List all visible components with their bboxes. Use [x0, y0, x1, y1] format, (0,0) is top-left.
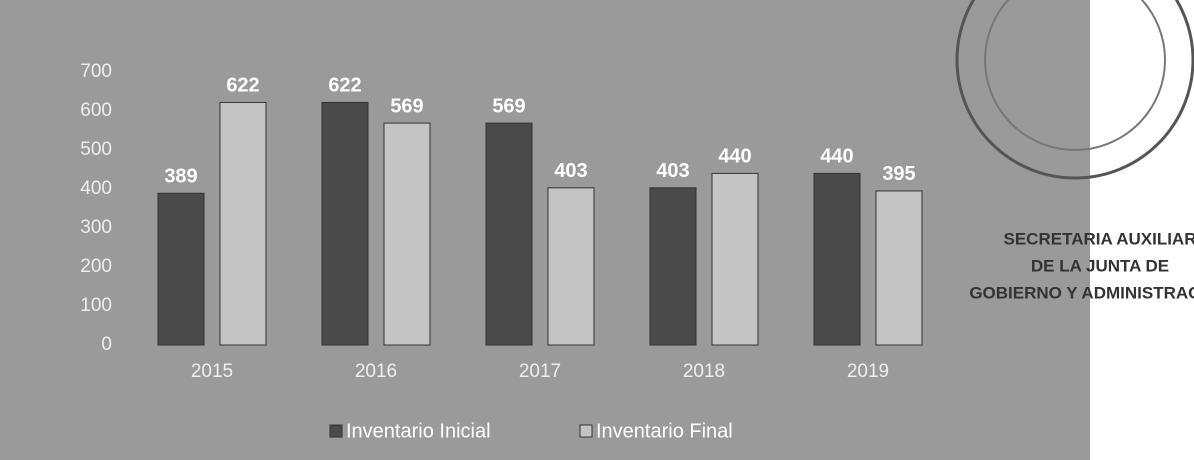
y-tick-label: 500	[80, 139, 112, 160]
bar	[548, 188, 594, 345]
y-tick-label: 600	[80, 100, 112, 121]
value-label: 569	[492, 95, 525, 117]
bar	[712, 173, 758, 345]
y-tick-label: 400	[80, 178, 112, 199]
stamp-line: SECRETARIA AUXILIAR	[1004, 229, 1194, 248]
value-label: 403	[554, 160, 587, 182]
bar	[650, 188, 696, 345]
x-tick-label: 2017	[519, 361, 561, 382]
bar	[158, 193, 204, 345]
bar	[876, 191, 922, 345]
value-label: 440	[718, 146, 751, 168]
value-label: 622	[328, 75, 361, 97]
legend-label: Inventario Inicial	[346, 420, 491, 442]
value-label: 395	[882, 163, 915, 185]
x-tick-label: 2015	[191, 361, 233, 382]
x-tick-label: 2019	[847, 361, 889, 382]
y-tick-label: 200	[80, 256, 112, 277]
bar	[220, 102, 266, 345]
value-label: 622	[226, 75, 259, 97]
chart: SECRETARIA AUXILIAR DE LA JUNTA DE GOBIERN…	[0, 0, 1194, 460]
value-label: 403	[656, 160, 689, 182]
legend-swatch	[580, 425, 592, 437]
x-tick-label: 2016	[355, 361, 397, 382]
legend-label: Inventario Final	[596, 420, 733, 442]
y-tick-label: 100	[80, 295, 112, 316]
bar	[322, 102, 368, 345]
bar	[384, 123, 430, 345]
x-tick-label: 2018	[683, 361, 725, 382]
stamp-line: DE LA JUNTA DE	[1031, 256, 1169, 275]
value-label: 389	[164, 166, 197, 188]
bar	[486, 123, 532, 345]
value-label: 440	[820, 146, 853, 168]
y-tick-label: 700	[80, 61, 112, 82]
value-label: 569	[390, 95, 423, 117]
y-tick-label: 0	[101, 334, 112, 355]
stamp-line: GOBIERNO Y ADMINISTRACIÓN	[969, 283, 1194, 302]
bar	[814, 173, 860, 345]
legend-swatch	[330, 425, 342, 437]
y-tick-label: 300	[80, 217, 112, 238]
